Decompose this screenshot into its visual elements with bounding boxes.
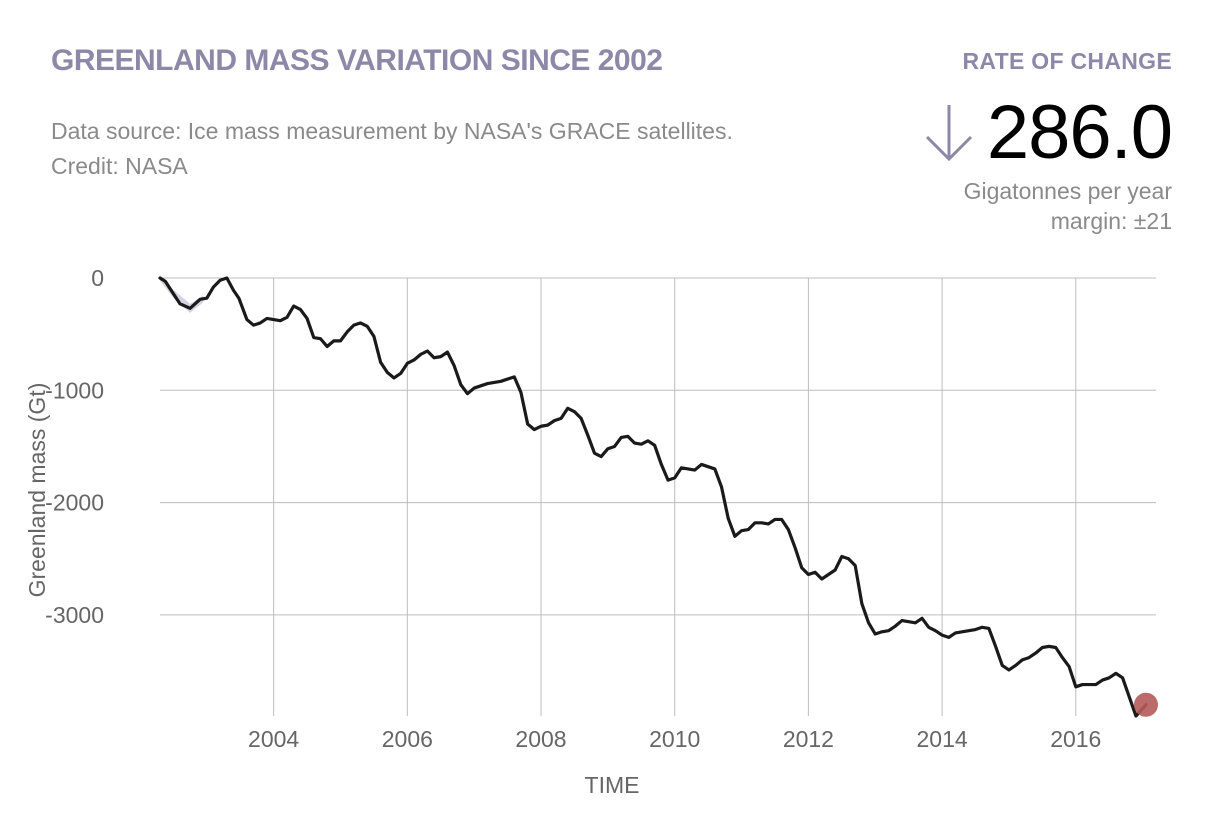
latest-point-marker[interactable]	[1133, 692, 1158, 717]
x-tick-label: 2008	[515, 726, 566, 752]
arrow-down-icon	[925, 105, 972, 162]
grid	[160, 277, 1156, 716]
x-tick-label: 2006	[382, 726, 433, 752]
y-axis-title: Greenland mass (Gt)	[24, 383, 50, 598]
mass-series-line	[158, 276, 1148, 718]
credit-line: Credit: NASA	[51, 153, 188, 179]
rate-of-change-label: RATE OF CHANGE	[962, 48, 1172, 74]
y-tick-label: 0	[91, 265, 104, 291]
x-tick-label: 2010	[649, 726, 700, 752]
series-layer	[158, 276, 1158, 718]
uncertainty-band	[160, 275, 204, 313]
x-tick-label: 2004	[248, 726, 299, 752]
chart-title: GREENLAND MASS VARIATION SINCE 2002	[51, 44, 663, 77]
rate-margin: margin: ±21	[1050, 208, 1172, 234]
y-tick-label: -3000	[45, 602, 104, 628]
y-tick-label: -2000	[45, 490, 104, 516]
data-source-note: Data source: Ice mass measurement by NAS…	[51, 114, 751, 184]
data-source-line: Data source: Ice mass measurement by NAS…	[51, 118, 733, 144]
uncertainty-area	[160, 275, 204, 313]
rate-of-change-value: 286.0	[986, 90, 1173, 175]
rate-of-change-row: 286.0	[921, 90, 1173, 176]
axes: 0 -1000 -2000 -3000 2004 2006 2008 2010 2012 2014…	[24, 265, 1101, 798]
x-axis-title: TIME	[585, 772, 640, 798]
x-tick-label: 2016	[1050, 726, 1101, 752]
x-tick-label: 2012	[783, 726, 834, 752]
rate-unit: Gigatonnes per year	[963, 178, 1172, 204]
x-tick-label: 2014	[917, 726, 968, 752]
y-tick-label: -1000	[45, 377, 104, 403]
